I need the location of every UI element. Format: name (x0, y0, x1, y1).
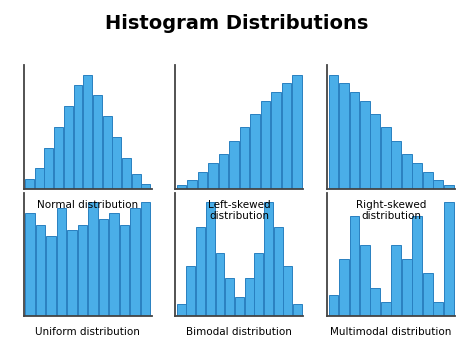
Bar (88, 202, 98, 316)
Bar (271, 92, 281, 189)
Bar (261, 101, 271, 189)
Bar (412, 216, 422, 316)
Bar (229, 141, 239, 189)
Bar (216, 253, 224, 316)
Bar (235, 297, 244, 316)
Bar (187, 180, 197, 189)
Text: Left-skewed
distribution: Left-skewed distribution (208, 200, 271, 221)
Bar (273, 227, 283, 316)
Bar (381, 128, 391, 189)
Text: Normal distribution: Normal distribution (37, 200, 138, 209)
Bar (360, 245, 370, 316)
Bar (328, 295, 338, 316)
Bar (254, 253, 263, 316)
Bar (67, 230, 77, 316)
Bar (402, 259, 411, 316)
Bar (444, 185, 454, 189)
Bar (78, 225, 87, 316)
Bar (141, 184, 150, 189)
Bar (122, 158, 131, 189)
Bar (423, 172, 433, 189)
Bar (293, 304, 302, 316)
Bar (45, 148, 54, 189)
Bar (339, 83, 349, 189)
Bar (208, 163, 218, 189)
Bar (225, 278, 234, 316)
Bar (112, 137, 121, 189)
Bar (349, 216, 359, 316)
Bar (54, 127, 63, 189)
Bar (371, 114, 380, 189)
Bar (292, 75, 302, 189)
Bar (392, 245, 401, 316)
Bar (102, 116, 111, 189)
Bar (392, 141, 401, 189)
Text: Multimodal distribution: Multimodal distribution (330, 327, 452, 337)
Bar (46, 236, 56, 316)
Text: Histogram Distributions: Histogram Distributions (105, 14, 369, 33)
Bar (93, 95, 102, 189)
Bar (264, 202, 273, 316)
Bar (99, 219, 108, 316)
Bar (56, 207, 66, 316)
Bar (35, 168, 44, 189)
Bar (141, 202, 150, 316)
Bar (186, 266, 195, 316)
Bar (240, 128, 249, 189)
Bar (177, 185, 186, 189)
Bar (360, 101, 370, 189)
Bar (282, 83, 292, 189)
Bar (245, 278, 254, 316)
Bar (130, 207, 140, 316)
Bar (25, 179, 34, 189)
Bar (328, 75, 338, 189)
Bar (132, 174, 141, 189)
Text: Bimodal distribution: Bimodal distribution (186, 327, 292, 337)
Bar (371, 288, 380, 316)
Bar (198, 172, 208, 189)
Bar (36, 225, 46, 316)
Bar (206, 202, 215, 316)
Bar (381, 302, 391, 316)
Bar (444, 202, 454, 316)
Bar (64, 106, 73, 189)
Bar (177, 304, 186, 316)
Bar (349, 92, 359, 189)
Bar (412, 163, 422, 189)
Bar (83, 75, 92, 189)
Bar (25, 213, 35, 316)
Bar (119, 225, 129, 316)
Text: Uniform distribution: Uniform distribution (35, 327, 140, 337)
Bar (402, 154, 411, 189)
Text: Right-skewed
distribution: Right-skewed distribution (356, 200, 426, 221)
Bar (433, 180, 443, 189)
Bar (219, 154, 228, 189)
Bar (73, 85, 82, 189)
Bar (339, 259, 349, 316)
Bar (109, 213, 119, 316)
Bar (423, 273, 433, 316)
Bar (196, 227, 205, 316)
Bar (433, 302, 443, 316)
Bar (250, 114, 260, 189)
Bar (283, 266, 292, 316)
